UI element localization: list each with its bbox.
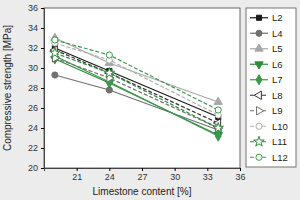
y-tick-mark xyxy=(41,108,44,109)
y-tick: 26 xyxy=(28,103,44,113)
y-tick-mark xyxy=(41,68,44,69)
y-tick: 32 xyxy=(28,43,44,53)
legend-marker xyxy=(255,62,263,69)
y-tick: 34 xyxy=(28,23,44,33)
y-tick-label: 20 xyxy=(28,163,38,173)
chart: 21 24 27 30 33 36 20 22 24 26 28 30 32 34 36 Limestone … xyxy=(0,0,300,200)
y-tick-mark xyxy=(41,148,44,149)
plot-frame xyxy=(44,8,240,168)
y-axis-title: Compressive strength [MPa] xyxy=(2,25,13,151)
legend-label: L5 xyxy=(272,43,283,54)
legend-marker xyxy=(254,136,264,146)
legend-marker xyxy=(256,15,261,20)
data-point xyxy=(213,122,223,132)
data-point xyxy=(104,67,114,77)
x-tick: 24 xyxy=(105,168,115,182)
legend-marker xyxy=(256,154,262,160)
y-tick: 20 xyxy=(28,163,44,173)
legend-label: L8 xyxy=(272,90,283,101)
y-tick-label: 22 xyxy=(28,143,38,153)
legend-marker xyxy=(256,123,262,129)
legend-box xyxy=(246,8,296,167)
x-tick-mark xyxy=(109,168,110,171)
x-axis-title: Limestone content [%] xyxy=(93,186,192,197)
x-tick: 21 xyxy=(72,168,82,182)
y-tick: 28 xyxy=(28,83,44,93)
y-tick: 36 xyxy=(28,3,44,13)
y-tick: 30 xyxy=(28,63,44,73)
legend-label: L11 xyxy=(272,136,287,147)
data-point xyxy=(106,52,112,58)
series-group xyxy=(50,33,224,141)
legend-label: L12 xyxy=(272,152,288,163)
x-tick: 27 xyxy=(137,168,147,182)
y-tick-mark xyxy=(41,128,44,129)
y-tick-mark xyxy=(41,48,44,49)
y-tick-mark xyxy=(41,88,44,89)
y-tick-label: 36 xyxy=(28,3,38,13)
legend-label: L7 xyxy=(272,74,283,85)
y-tick-label: 34 xyxy=(28,23,38,33)
x-tick-mark xyxy=(77,168,78,171)
series-line xyxy=(55,48,218,117)
data-point xyxy=(52,72,58,78)
y-tick-label: 30 xyxy=(28,63,38,73)
x-tick-label: 24 xyxy=(105,172,115,182)
y-tick-mark xyxy=(41,28,44,29)
x-tick-label: 33 xyxy=(203,172,213,182)
legend-label: L9 xyxy=(272,105,283,116)
x-tick-label: 21 xyxy=(72,172,82,182)
x-tick: 30 xyxy=(170,168,180,182)
data-point xyxy=(214,97,222,104)
axis-line xyxy=(41,9,45,169)
x-tick: 33 xyxy=(203,168,213,182)
x-tick-mark xyxy=(142,168,143,171)
y-tick-mark xyxy=(41,8,44,9)
axis-line xyxy=(45,169,241,172)
legend-label: L2 xyxy=(272,12,283,23)
legend-label: L6 xyxy=(272,59,283,70)
x-axis: 21 24 27 30 33 36 xyxy=(45,168,246,182)
plot: 21 24 27 30 33 36 20 22 24 26 28 30 32 34 36 xyxy=(28,3,246,182)
x-tick-mark xyxy=(175,168,176,171)
series-line xyxy=(55,56,218,136)
y-tick-label: 26 xyxy=(28,103,38,113)
data-point xyxy=(52,37,58,43)
y-tick-mark xyxy=(41,168,44,169)
series-line xyxy=(55,40,218,110)
series-line xyxy=(55,53,218,128)
legend-marker xyxy=(257,107,264,115)
series-line xyxy=(55,43,218,115)
data-point xyxy=(50,47,60,57)
x-tick-label: 27 xyxy=(137,172,147,182)
y-tick: 22 xyxy=(28,143,44,153)
y-tick-label: 32 xyxy=(28,43,38,53)
data-point xyxy=(215,107,221,113)
legend-label: L10 xyxy=(272,121,288,132)
x-tick-label: 36 xyxy=(235,172,245,182)
legend-marker xyxy=(254,91,261,99)
x-tick-mark xyxy=(207,168,208,171)
y-tick-label: 28 xyxy=(28,83,38,93)
y-axis: 20 22 24 26 28 30 32 34 36 xyxy=(28,3,45,173)
plot-background xyxy=(44,8,240,168)
legend: L2 L4 L5 L6 L7 L8 L9 L10 L11 L12 xyxy=(246,8,296,167)
legend-label: L4 xyxy=(272,28,283,39)
legend-marker xyxy=(256,30,262,36)
x-tick-mark xyxy=(240,168,241,171)
x-tick: 36 xyxy=(235,168,245,182)
series-line xyxy=(55,50,218,123)
legend-marker xyxy=(256,75,262,85)
y-tick-label: 24 xyxy=(28,123,38,133)
y-tick: 24 xyxy=(28,123,44,133)
legend-marker xyxy=(255,44,263,51)
x-tick-label: 30 xyxy=(170,172,180,182)
